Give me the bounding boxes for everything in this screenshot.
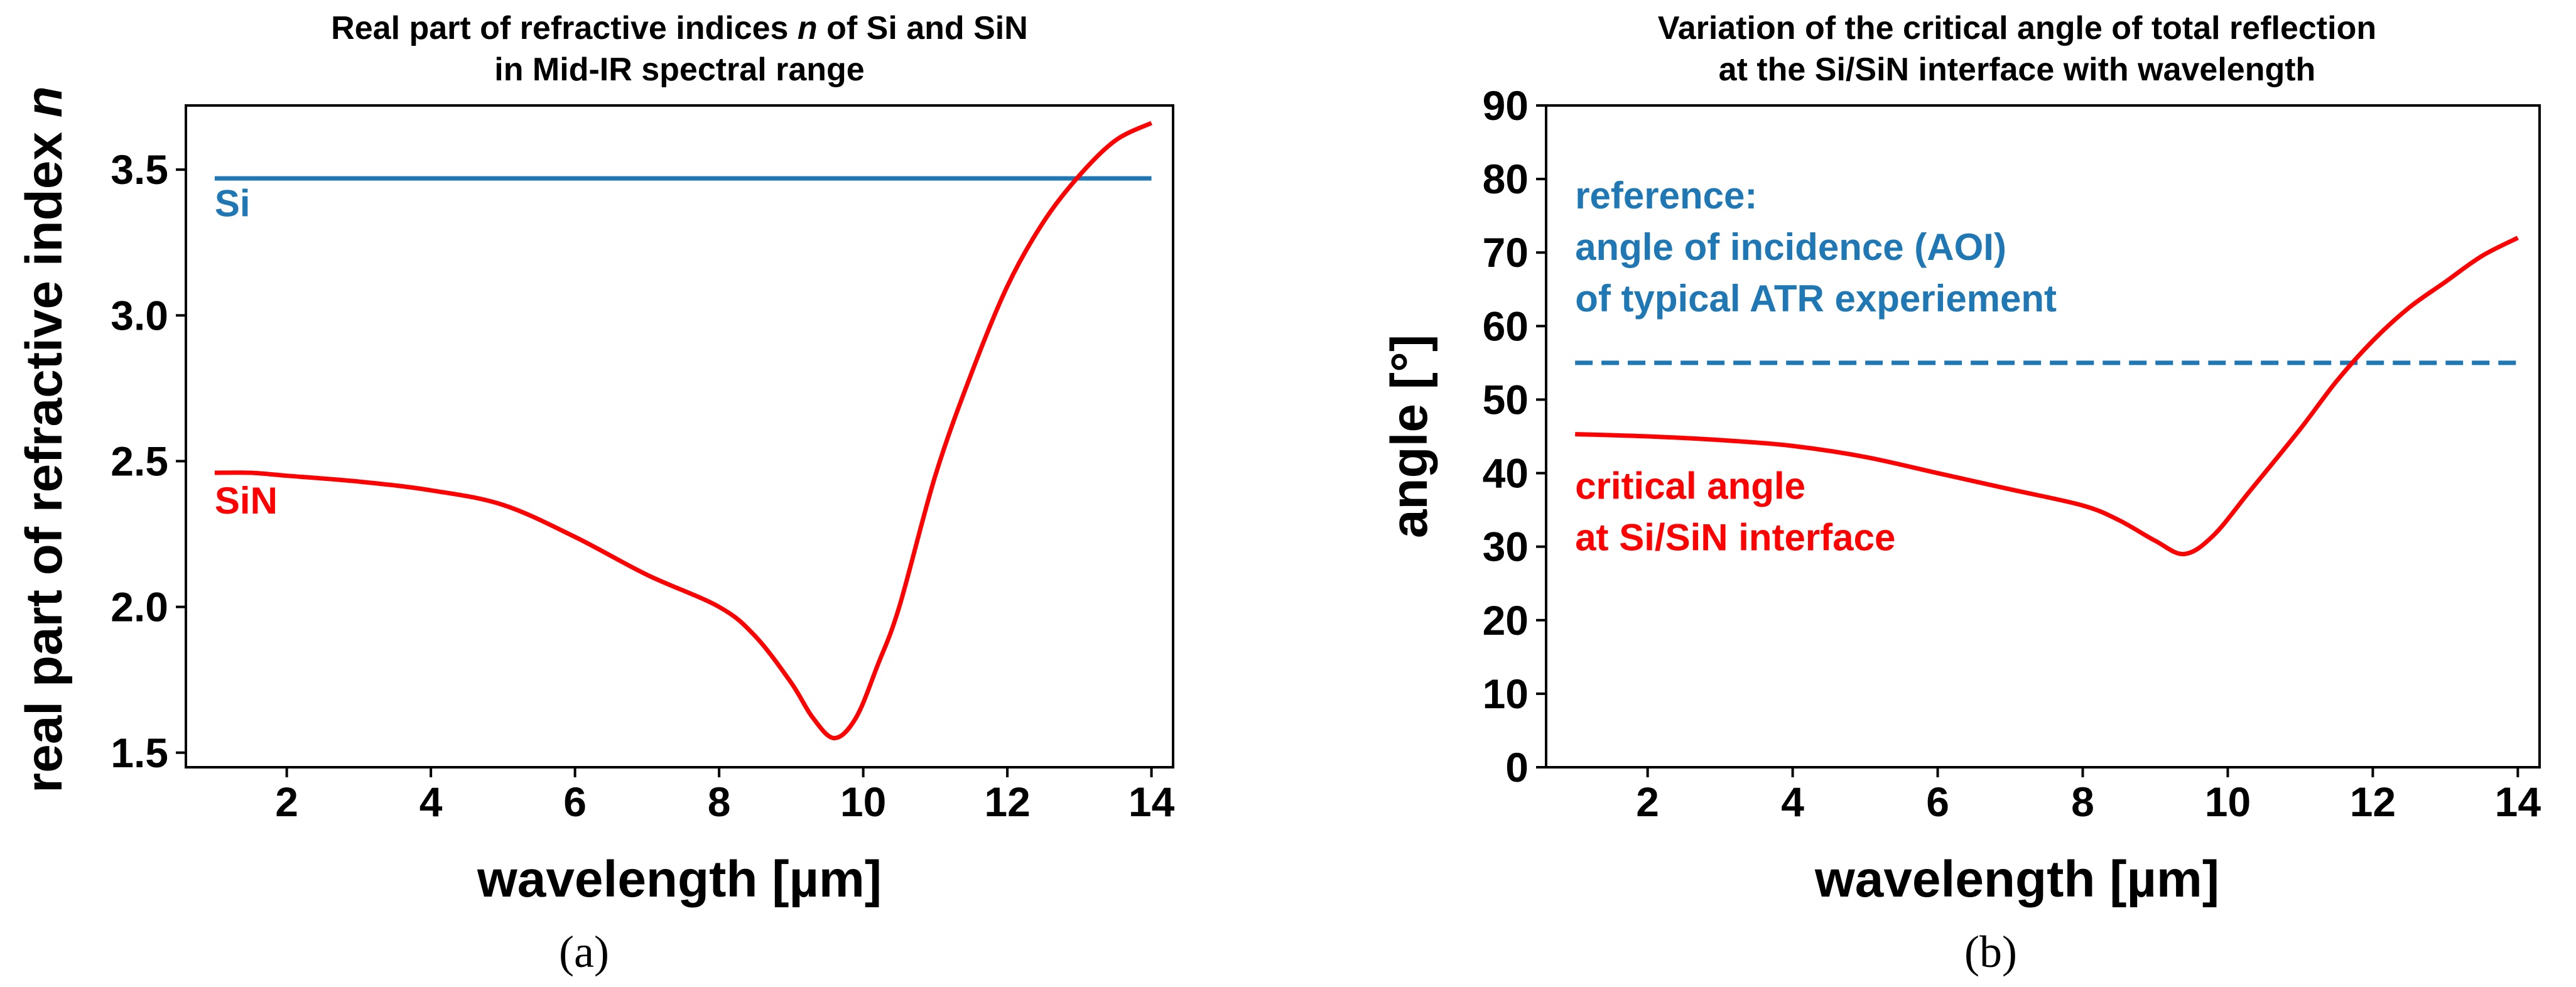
chart-b-annotation: critical angle bbox=[1575, 465, 1805, 507]
chart-a-xtick-label: 12 bbox=[984, 779, 1030, 825]
chart-b-ylabel: angle [°] bbox=[1381, 335, 1438, 538]
chart-b-xtick-label: 8 bbox=[2071, 779, 2094, 825]
chart-b-xtick-label: 2 bbox=[1636, 779, 1659, 825]
chart-a-xtick-label: 4 bbox=[419, 779, 443, 825]
chart-b-xtick-label: 6 bbox=[1926, 779, 1949, 825]
chart-a-ytick-label: 3.5 bbox=[111, 146, 168, 193]
chart-b-ytick-label: 80 bbox=[1483, 156, 1529, 202]
chart-b-ytick-label: 90 bbox=[1483, 82, 1529, 129]
chart-b-frame bbox=[1545, 104, 2541, 769]
chart-b-ytick-label: 60 bbox=[1483, 303, 1529, 349]
chart-b-caption: (b) bbox=[1964, 927, 2017, 977]
chart-a-ytick-label: 2.0 bbox=[111, 584, 168, 630]
chart-b-ytick-label: 70 bbox=[1483, 229, 1529, 276]
chart-a-frame bbox=[185, 104, 1174, 769]
chart-b-ytick-label: 20 bbox=[1483, 597, 1529, 644]
chart-a-annotation: Si bbox=[215, 182, 251, 224]
chart-b-ytick-label: 50 bbox=[1483, 376, 1529, 423]
chart-a-ytick-label: 1.5 bbox=[111, 730, 168, 776]
chart-b-series-critical-angle bbox=[1575, 235, 2519, 556]
chart-b-ytick-label: 40 bbox=[1483, 450, 1529, 497]
chart-b-ytick-label: 10 bbox=[1483, 671, 1529, 717]
chart-a-annotation: SiN bbox=[215, 480, 278, 522]
chart-a-xtick-label: 10 bbox=[840, 779, 886, 825]
chart-b-xtick-label: 10 bbox=[2205, 779, 2251, 825]
chart-a-xlabel: wavelength [µm] bbox=[477, 851, 882, 908]
chart-b-xlabel: wavelength [µm] bbox=[1814, 851, 2219, 908]
chart-a-title-line2: in Mid-IR spectral range bbox=[494, 51, 864, 88]
chart-b-ytick-label: 0 bbox=[1505, 744, 1529, 790]
chart-b-annotation: angle of incidence (AOI) bbox=[1575, 226, 2006, 268]
chart-a-xtick-label: 8 bbox=[708, 779, 731, 825]
chart-a-ylabel: real part of refractive index n bbox=[16, 86, 73, 793]
chart-a-series-sin bbox=[214, 121, 1153, 741]
chart-b-title-line2: at the Si/SiN interface with wavelength bbox=[1719, 51, 2316, 88]
chart-b-annotation: of typical ATR experiement bbox=[1575, 278, 2057, 320]
chart-b-ytick-label: 30 bbox=[1483, 524, 1529, 570]
chart-b: Variation of the critical angle of total… bbox=[1381, 10, 2541, 977]
chart-b-xtick-label: 12 bbox=[2350, 779, 2396, 825]
chart-a: Real part of refractive indices n of Si … bbox=[16, 10, 1175, 977]
chart-a-caption: (a) bbox=[559, 927, 609, 977]
chart-b-xtick-label: 14 bbox=[2495, 779, 2541, 825]
chart-b-annotation: at Si/SiN interface bbox=[1575, 517, 1895, 559]
chart-a-ytick-label: 2.5 bbox=[111, 438, 168, 484]
chart-a-xtick-label: 14 bbox=[1128, 779, 1175, 825]
chart-b-annotation: reference: bbox=[1575, 175, 1757, 217]
chart-b-xtick-label: 4 bbox=[1781, 779, 1804, 825]
chart-b-title-line1: Variation of the critical angle of total… bbox=[1658, 10, 2376, 46]
chart-a-xtick-label: 2 bbox=[275, 779, 298, 825]
chart-a-title-line1: Real part of refractive indices n of Si … bbox=[331, 10, 1028, 46]
chart-a-ytick-label: 3.0 bbox=[111, 292, 168, 338]
chart-a-xtick-label: 6 bbox=[563, 779, 587, 825]
